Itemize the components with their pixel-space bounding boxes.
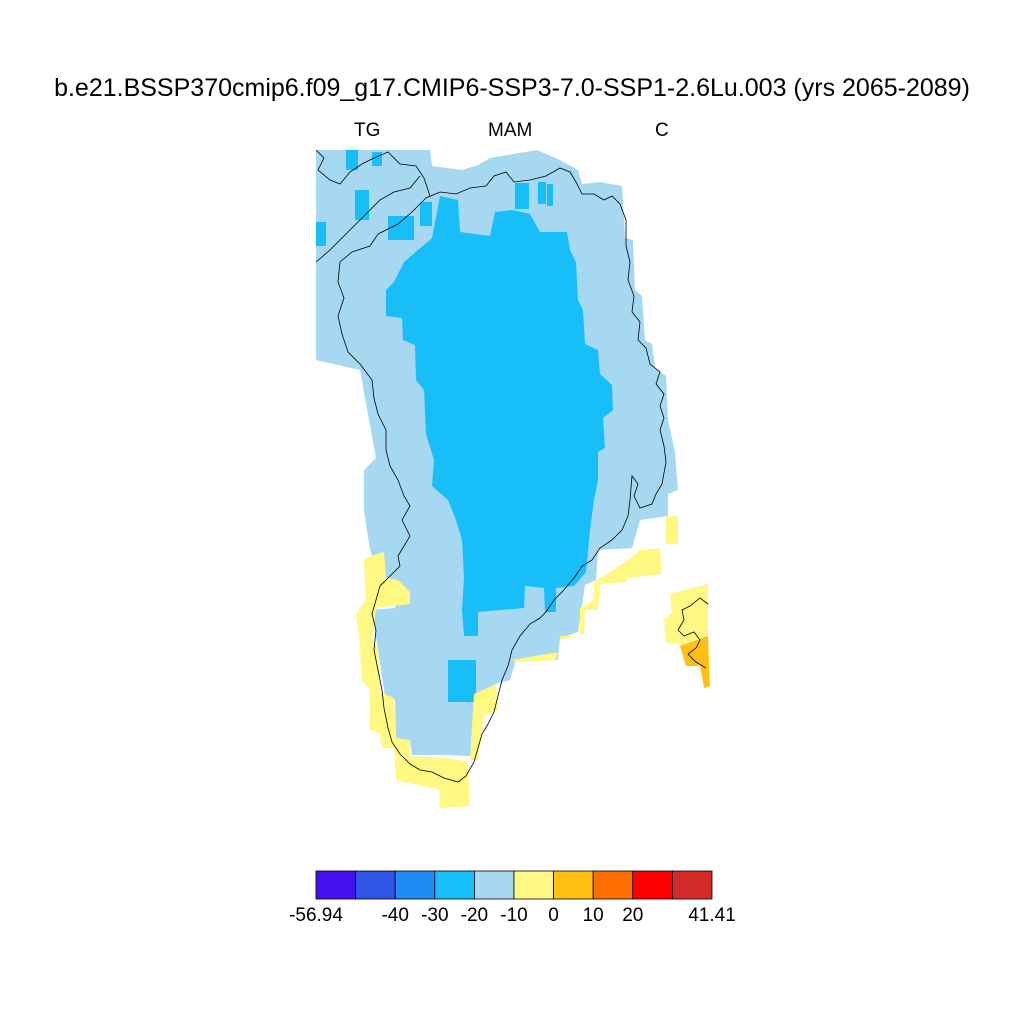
interior-block — [372, 152, 382, 166]
colorbar-swatch — [513, 870, 554, 900]
interior-block — [316, 222, 326, 246]
northwest-strip-2 — [390, 150, 416, 194]
coastline-layer — [315, 149, 709, 783]
colorbar-swatch — [394, 870, 436, 900]
interior-block — [388, 216, 414, 240]
colorbar-swatch — [553, 870, 594, 900]
colorbar-tick-label: -40 — [381, 905, 409, 926]
colorbar-tick-label: -10 — [500, 905, 528, 926]
greenland-coastline — [337, 167, 667, 783]
map-title: b.e21.BSSP370cmip6.f09_g17.CMIP6-SSP3-7.… — [54, 74, 970, 102]
colorbar-swatch — [672, 870, 713, 900]
interior-block — [448, 660, 476, 702]
colorbar-swatch — [592, 870, 634, 900]
colorbar-swatch — [473, 870, 515, 900]
variable-label: TG — [354, 120, 381, 141]
colorbar-tick-label: 20 — [622, 905, 644, 926]
colorbar — [315, 870, 713, 900]
south-coast-warm-region — [356, 552, 470, 808]
interior-block — [538, 182, 546, 204]
iceland-coastline — [677, 597, 709, 669]
interior-block — [420, 202, 432, 226]
interior-block — [515, 183, 529, 209]
northwest-coastline — [315, 149, 431, 197]
colorbar-tick-label: -20 — [460, 905, 489, 926]
colorbar-tick-label: 41.41 — [688, 905, 736, 926]
interior-block — [355, 190, 369, 220]
interior-region — [386, 196, 613, 636]
east-warm-block — [666, 516, 678, 544]
colorbar-tick-label: 10 — [582, 905, 604, 926]
colorbar-swatch — [355, 870, 396, 900]
colorbar-tick-label: -30 — [421, 905, 449, 926]
colorbar-swatch — [632, 870, 673, 900]
field-layer — [316, 150, 710, 808]
colorbar-tick-label: 0 — [548, 905, 559, 926]
season-label: MAM — [488, 120, 533, 141]
units-label: C — [655, 120, 669, 141]
interior-block — [346, 150, 358, 170]
southeast-warm-region — [512, 548, 662, 662]
colorbar-swatch — [315, 870, 356, 900]
iceland-hot-region — [680, 636, 710, 688]
south-coast-warm-region-2 — [470, 684, 498, 760]
ellesmere-coastline — [315, 175, 421, 263]
colorbar-tick-label: -56.94 — [289, 905, 343, 926]
interior-block — [547, 184, 553, 206]
colorbar-swatch — [434, 870, 475, 900]
